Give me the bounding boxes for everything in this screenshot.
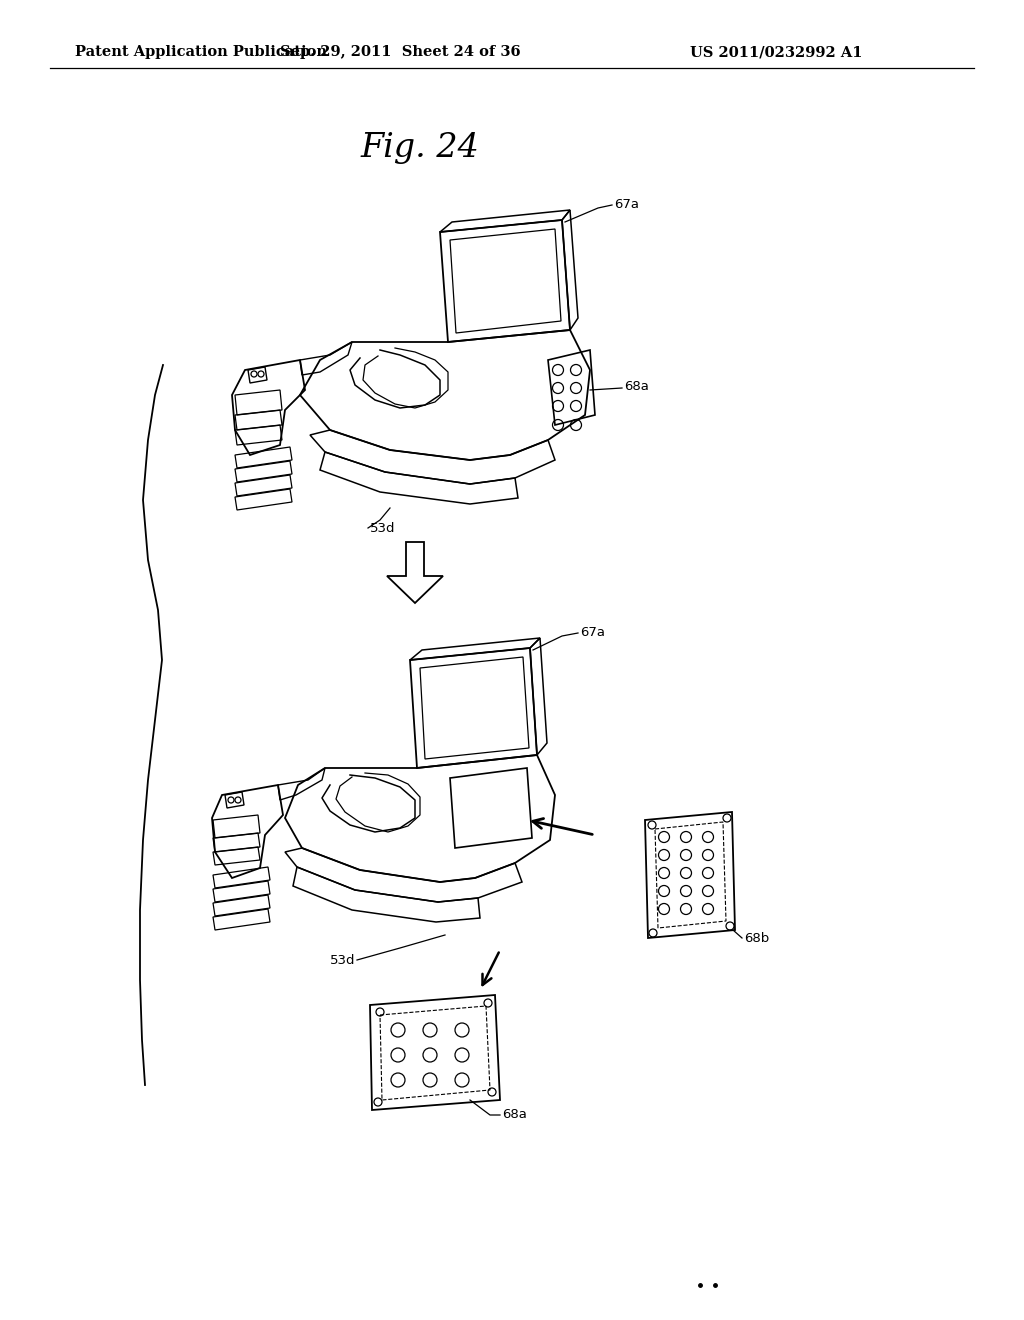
- Text: 68a: 68a: [624, 380, 649, 393]
- Text: 53d: 53d: [330, 953, 355, 966]
- Text: 53d: 53d: [370, 521, 395, 535]
- Text: Patent Application Publication: Patent Application Publication: [75, 45, 327, 59]
- Text: Sep. 29, 2011  Sheet 24 of 36: Sep. 29, 2011 Sheet 24 of 36: [280, 45, 520, 59]
- Text: 67a: 67a: [614, 198, 639, 210]
- Text: 68a: 68a: [502, 1109, 527, 1122]
- Text: US 2011/0232992 A1: US 2011/0232992 A1: [690, 45, 862, 59]
- Polygon shape: [387, 543, 443, 603]
- Text: 68b: 68b: [744, 932, 769, 945]
- Text: Fig. 24: Fig. 24: [360, 132, 479, 164]
- Text: 67a: 67a: [580, 626, 605, 639]
